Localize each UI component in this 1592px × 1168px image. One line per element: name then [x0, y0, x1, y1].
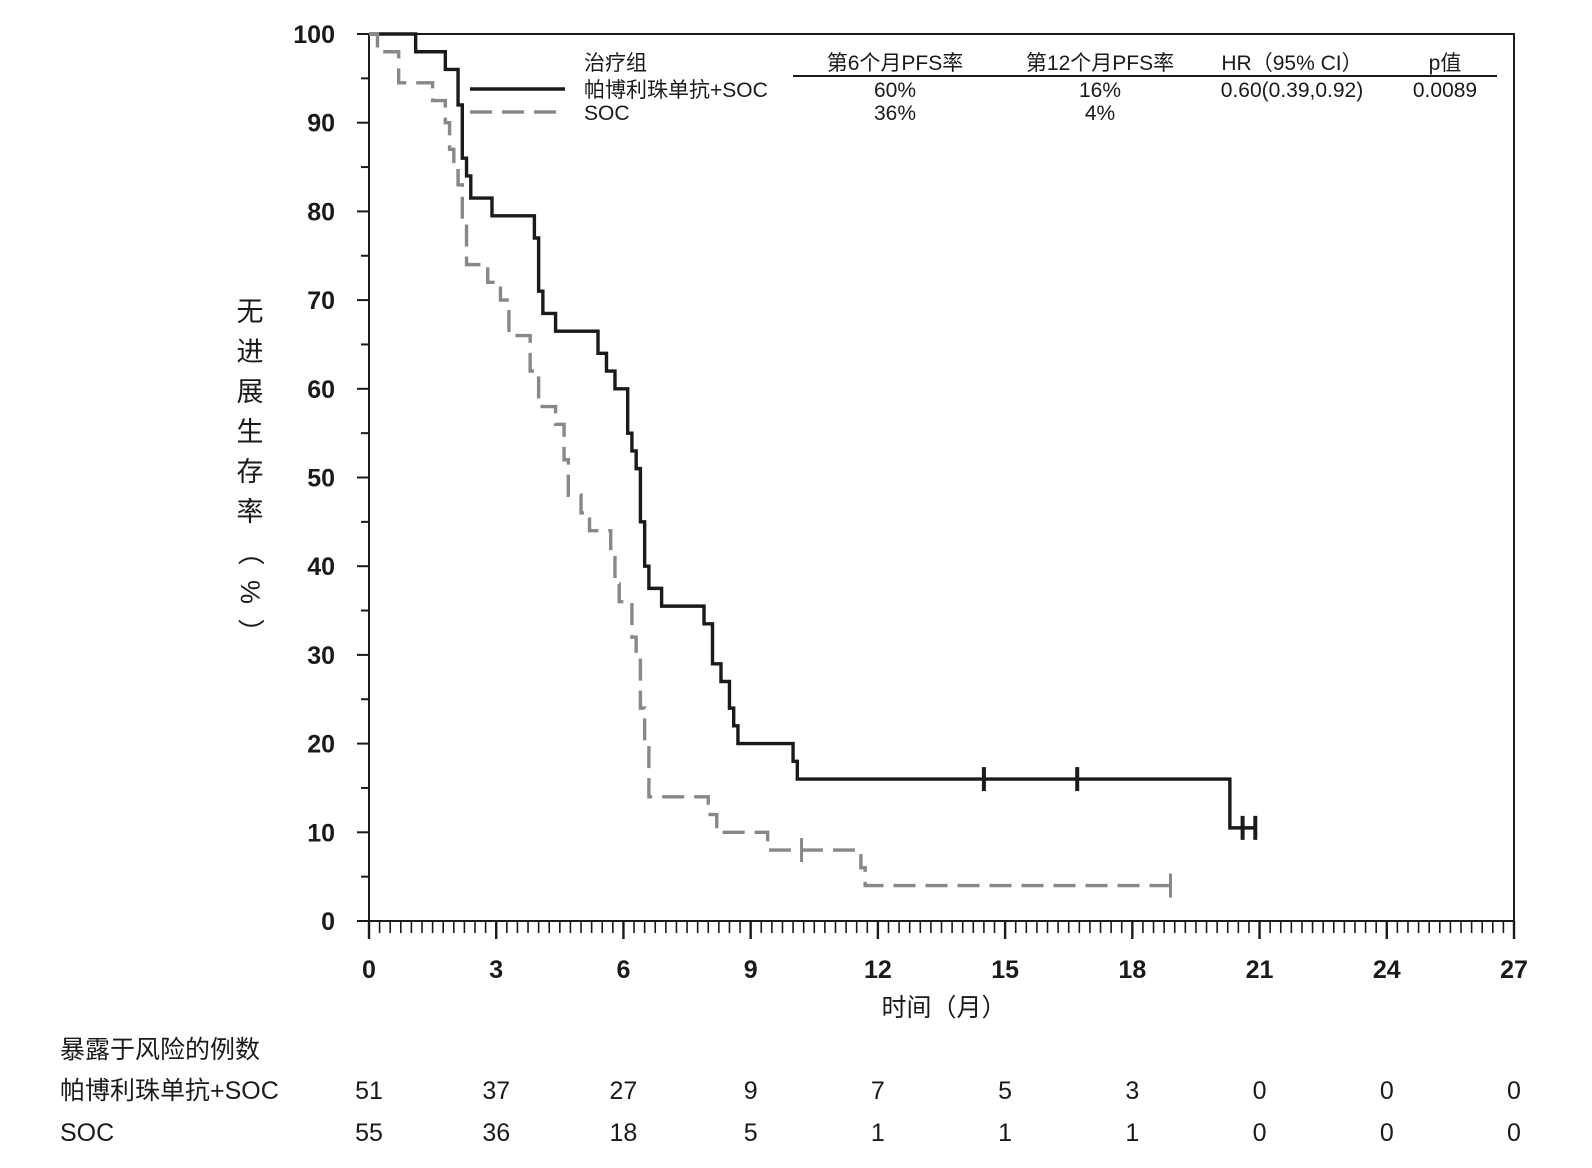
risk-count: 27 — [610, 1077, 638, 1105]
x-tick-label: 9 — [744, 956, 758, 984]
x-tick-label: 18 — [1118, 956, 1146, 984]
legend-pfs12: 4% — [1085, 102, 1115, 125]
y-tick-label: 80 — [307, 198, 335, 226]
legend-header-cell: 第6个月PFS率 — [827, 52, 964, 75]
y-tick-label: 0 — [321, 908, 335, 936]
risk-count: 5 — [744, 1119, 758, 1147]
risk-row-label: SOC — [60, 1119, 114, 1147]
risk-count: 3 — [1125, 1077, 1139, 1105]
legend-table: 治疗组 第6个月PFS率 第12个月PFS率 HR（95% CI） p值帕博利珠单抗+S… — [470, 52, 1497, 125]
y-axis-label-char: 率 — [237, 497, 264, 527]
curve-soc — [369, 32, 1171, 888]
y-tick-label: 30 — [307, 642, 335, 670]
y-axis-label-char: 无 — [237, 297, 264, 327]
legend-pfs6: 60% — [874, 79, 916, 102]
x-axis-label: 时间（月） — [881, 994, 1006, 1022]
x-tick-label: 21 — [1246, 956, 1274, 984]
x-tick-label: 15 — [991, 956, 1019, 984]
legend-header-cell: p值 — [1429, 52, 1462, 75]
x-tick-label: 12 — [864, 956, 892, 984]
plot-frame — [368, 33, 1515, 922]
y-tick-label: 60 — [307, 376, 335, 404]
x-axis-ticks: 0 3 6 9 12 15 18 21 24 27 — [362, 921, 1528, 984]
risk-count: 1 — [998, 1119, 1012, 1147]
legend-pfs12: 16% — [1079, 79, 1121, 102]
risk-count: 37 — [482, 1077, 510, 1105]
risk-row-label: 帕博利珠单抗+SOC — [60, 1077, 279, 1105]
y-axis-label-char: （ — [235, 539, 265, 566]
risk-count: 1 — [871, 1119, 885, 1147]
y-tick-label: 20 — [307, 731, 335, 759]
y-tick-label: 50 — [307, 465, 335, 493]
risk-count: 0 — [1380, 1077, 1394, 1105]
legend-series-name: 帕博利珠单抗+SOC — [584, 79, 768, 102]
risk-count: 0 — [1507, 1119, 1521, 1147]
risk-count: 0 — [1253, 1077, 1267, 1105]
y-axis-label-char: 展 — [237, 377, 264, 407]
risk-count: 51 — [355, 1077, 383, 1105]
legend-p-value: 0.0089 — [1413, 79, 1477, 102]
risk-count: 9 — [744, 1077, 758, 1105]
y-axis-label-char: 存 — [237, 457, 264, 487]
risk-count: 18 — [610, 1119, 638, 1147]
risk-count: 1 — [1125, 1119, 1139, 1147]
plot-axes — [368, 33, 1515, 922]
legend-hr: 0.60(0.39,0.92) — [1221, 79, 1363, 102]
y-tick-label: 40 — [307, 553, 335, 581]
x-tick-label: 27 — [1500, 956, 1528, 984]
x-tick-label: 6 — [616, 956, 630, 984]
risk-count: 0 — [1253, 1119, 1267, 1147]
legend-header-cell: 治疗组 — [584, 52, 647, 75]
risk-count: 7 — [871, 1077, 885, 1105]
y-axis-label-char: % — [235, 580, 265, 604]
y-tick-label: 70 — [307, 287, 335, 315]
risk-table-title: 暴露于风险的例数 — [60, 1036, 260, 1064]
survival-curves — [369, 32, 1258, 898]
y-tick-label: 100 — [293, 21, 335, 49]
curve-pembrolizumab-soc — [369, 32, 1256, 830]
x-tick-label: 24 — [1373, 956, 1401, 984]
y-axis-label-char: 生 — [237, 417, 264, 447]
risk-count: 5 — [998, 1077, 1012, 1105]
risk-count: 55 — [355, 1119, 383, 1147]
legend-pfs6: 36% — [874, 102, 916, 125]
x-tick-label: 0 — [362, 956, 376, 984]
y-tick-label: 10 — [307, 819, 335, 847]
legend-series-name: SOC — [584, 102, 630, 125]
legend-header-cell: 第12个月PFS率 — [1026, 52, 1174, 75]
x-tick-label: 3 — [489, 956, 503, 984]
y-axis-ticks: 0 10 20 30 40 50 60 70 80 90 100 — [293, 21, 369, 936]
risk-count: 36 — [482, 1119, 510, 1147]
risk-count: 0 — [1380, 1119, 1394, 1147]
risk-count: 0 — [1507, 1077, 1521, 1105]
y-axis-label-char: 进 — [237, 337, 264, 367]
y-tick-label: 90 — [307, 110, 335, 138]
y-axis-label-char: ） — [235, 619, 265, 646]
legend-header-cell: HR（95% CI） — [1221, 52, 1362, 75]
